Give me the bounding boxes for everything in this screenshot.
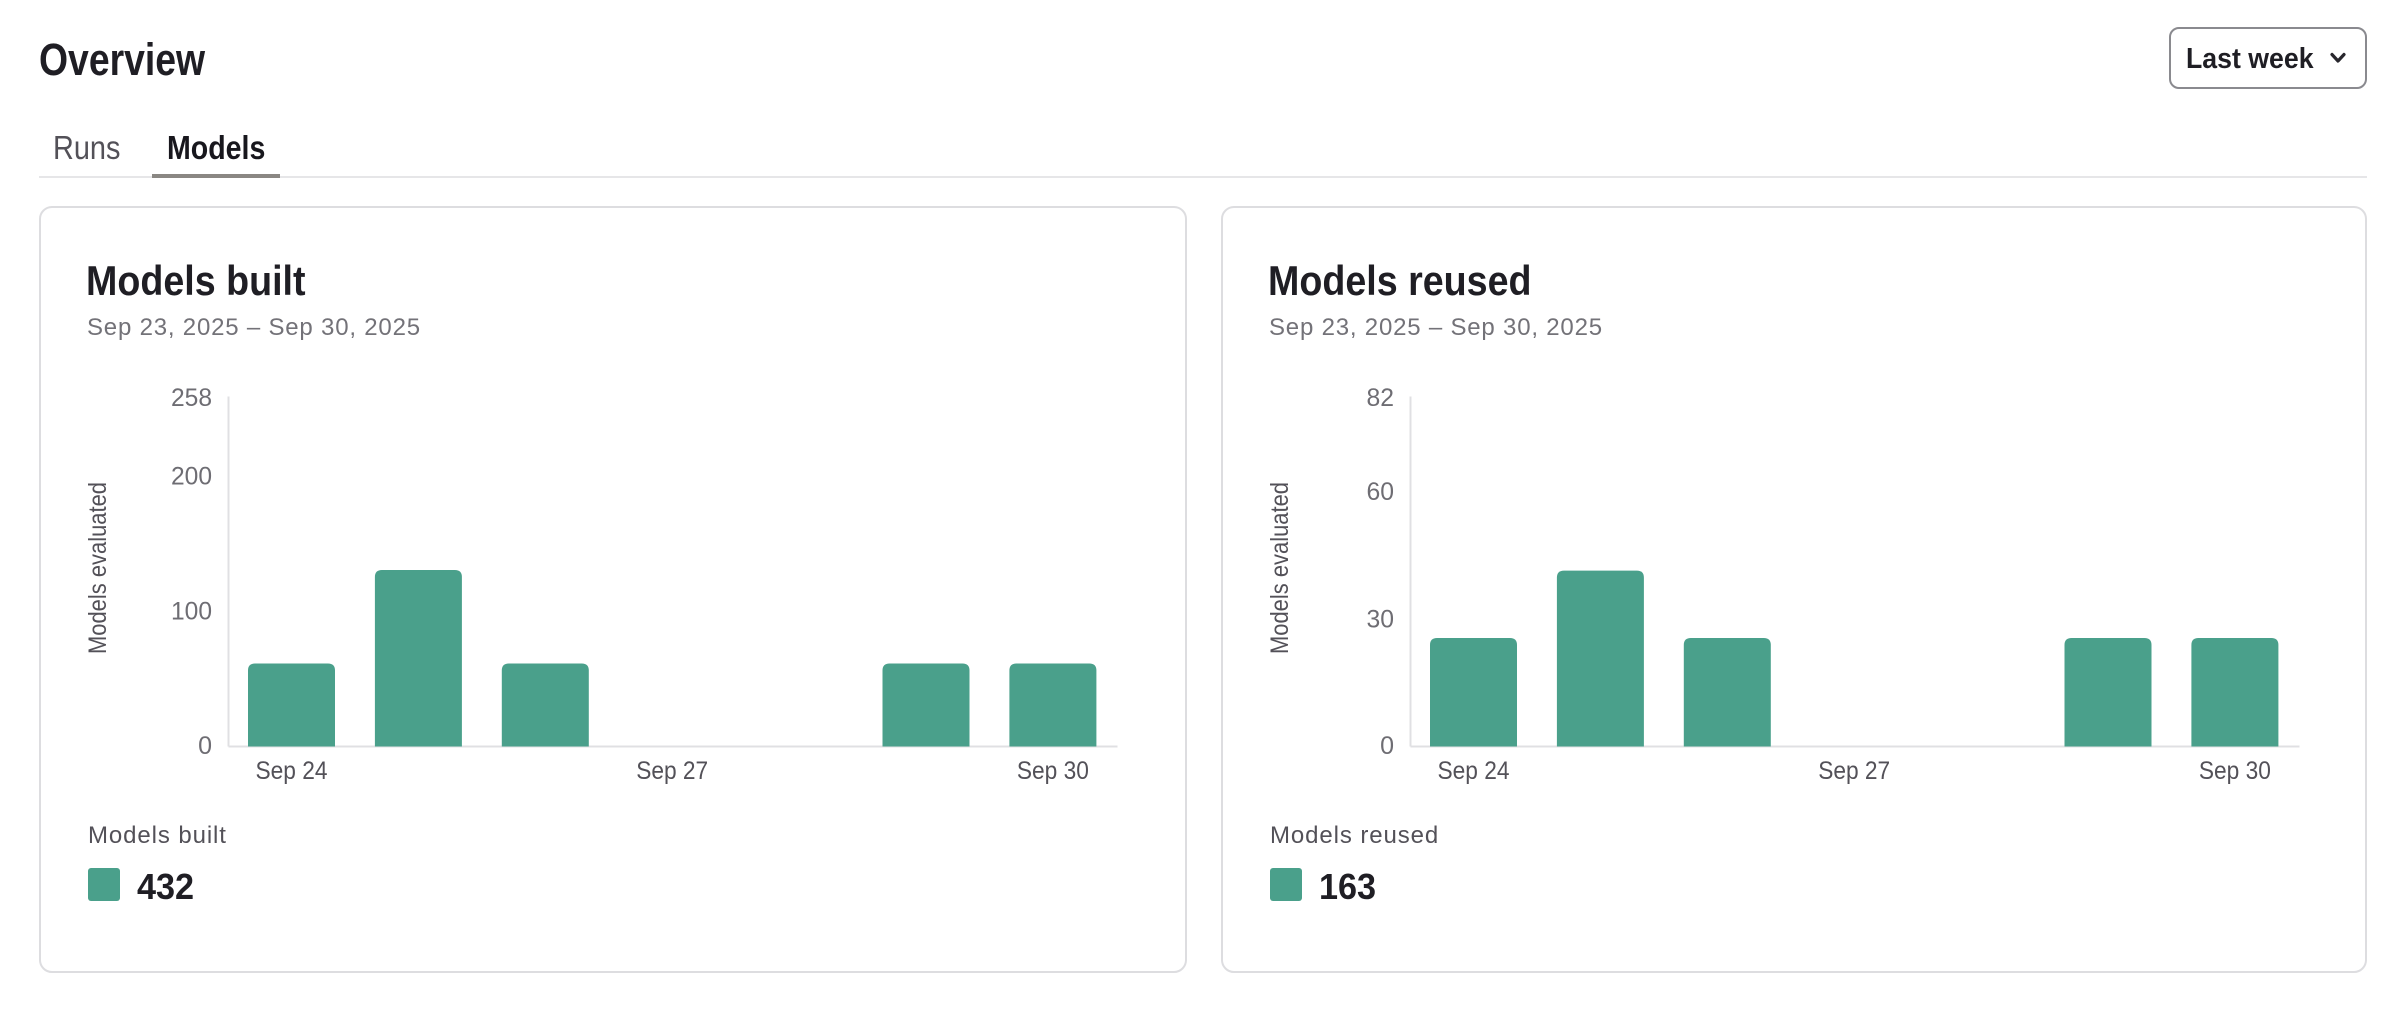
svg-text:200: 200 bbox=[171, 463, 212, 491]
svg-text:Models evaluated: Models evaluated bbox=[84, 482, 112, 654]
svg-text:Sep 24: Sep 24 bbox=[256, 757, 328, 785]
svg-text:Sep 30: Sep 30 bbox=[1017, 757, 1089, 785]
svg-text:60: 60 bbox=[1367, 478, 1395, 506]
svg-text:Sep 24: Sep 24 bbox=[1438, 757, 1510, 785]
svg-text:258: 258 bbox=[171, 384, 212, 412]
svg-text:30: 30 bbox=[1367, 606, 1395, 634]
svg-text:82: 82 bbox=[1367, 384, 1395, 412]
svg-text:Models evaluated: Models evaluated bbox=[1266, 482, 1294, 654]
svg-text:0: 0 bbox=[198, 732, 212, 760]
svg-text:0: 0 bbox=[1380, 732, 1394, 760]
svg-text:Sep 30: Sep 30 bbox=[2199, 757, 2271, 785]
svg-text:Sep 27: Sep 27 bbox=[1818, 757, 1890, 785]
svg-text:Sep 27: Sep 27 bbox=[636, 757, 708, 785]
svg-text:100: 100 bbox=[171, 597, 212, 625]
